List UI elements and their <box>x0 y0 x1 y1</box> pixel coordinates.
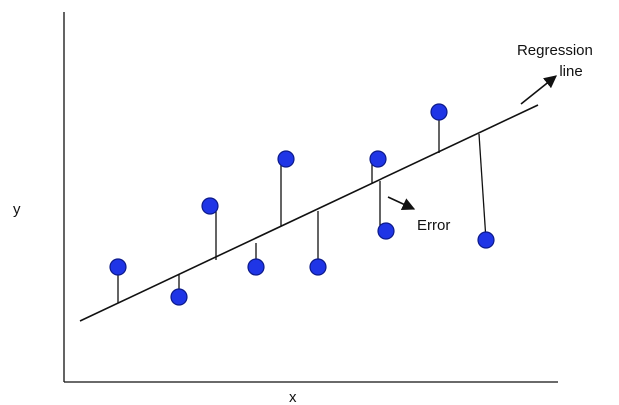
error-arrow <box>387 196 416 210</box>
data-point <box>377 222 395 240</box>
data-point <box>247 258 265 276</box>
data-point <box>201 197 219 215</box>
residuals <box>117 112 487 303</box>
data-point <box>170 288 188 306</box>
data-point <box>109 258 127 276</box>
y-axis-label: y <box>13 201 21 218</box>
data-point <box>309 258 327 276</box>
regression-line-arrow <box>520 75 557 105</box>
regression-line <box>79 104 539 322</box>
residual-segment <box>478 133 487 241</box>
regression-line-label-line1: Regression <box>517 42 593 59</box>
x-axis-label: x <box>289 389 297 405</box>
data-point <box>430 103 448 121</box>
data-point <box>277 150 295 168</box>
data-point <box>369 150 387 168</box>
data-points <box>109 103 495 306</box>
regression-line-label-line2: line <box>559 63 582 80</box>
error-label: Error <box>417 217 450 234</box>
regression-line-label: Regression line <box>517 42 597 80</box>
data-point <box>477 231 495 249</box>
